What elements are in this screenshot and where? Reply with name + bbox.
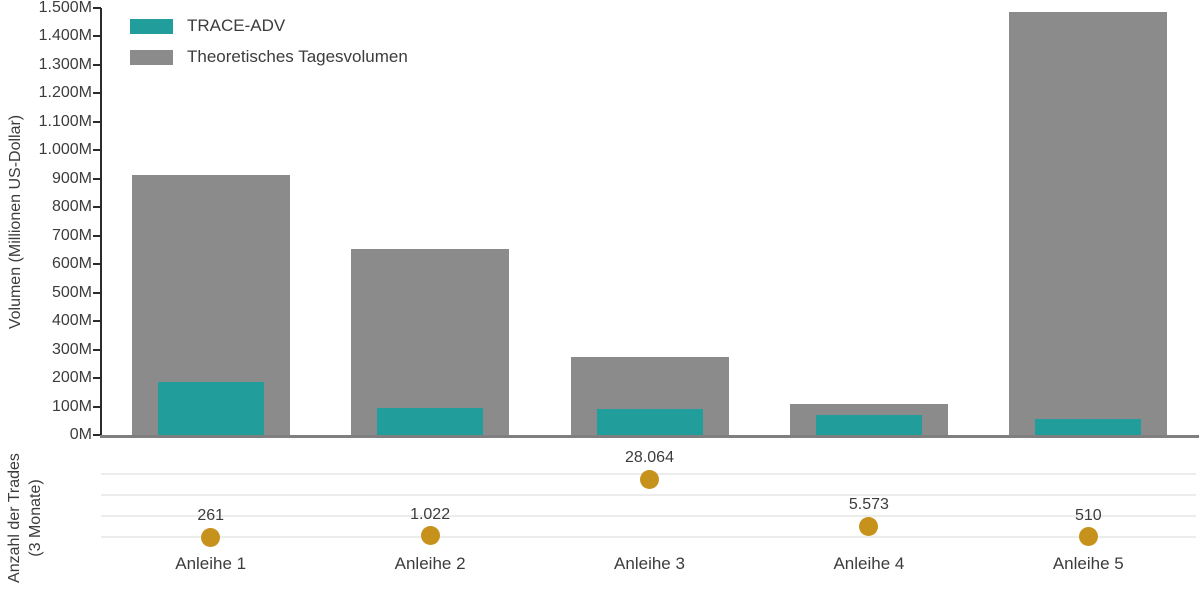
- x-axis-category-label: Anleihe 5: [1052, 554, 1124, 573]
- y-axis-tick: [93, 63, 101, 66]
- y-axis-tick: [93, 291, 101, 294]
- y-axis-tick-label: 400M: [51, 312, 92, 330]
- trades-count-value-label: 1.022: [410, 505, 451, 523]
- y-axis-tick-label: 1.000M: [38, 141, 92, 159]
- y-axis-tick: [93, 320, 101, 323]
- y-axis-tick: [93, 434, 101, 436]
- y-axis-tick-label: 200M: [51, 369, 92, 387]
- y-axis-tick: [93, 92, 101, 95]
- trades-count-dot: [1078, 527, 1098, 547]
- trades-count-dot: [640, 469, 659, 489]
- y-axis-tick-label: 1.100M: [38, 112, 92, 130]
- trades-count-dot: [420, 526, 440, 546]
- bar-trace-adv: [815, 415, 922, 435]
- trades-count-dot: [859, 516, 879, 536]
- legend-label-theoretical-volume: Theoretisches Tagesvolumen: [187, 47, 408, 66]
- bar-trace-adv: [596, 409, 703, 435]
- y-axis-tick: [93, 263, 101, 266]
- y-axis-tick: [93, 120, 101, 123]
- x-axis-category-label: Anleihe 3: [614, 554, 685, 573]
- y-axis-tick: [93, 348, 101, 351]
- y-axis-tick: [93, 7, 101, 9]
- bar-theoretical-volume: [351, 248, 510, 435]
- y-axis-tick: [93, 149, 101, 152]
- trades-panel-gridline: [101, 536, 1196, 538]
- y-axis-tick-label: 300M: [51, 340, 92, 358]
- y-axis-tick: [93, 405, 101, 408]
- legend-label-trace-adv: TRACE-ADV: [187, 16, 286, 35]
- trades-panel-gridline: [101, 515, 1196, 517]
- legend-swatch-trace-adv: [130, 18, 173, 34]
- trades-count-dot: [201, 527, 221, 547]
- trades-count-value-label: 28.064: [625, 449, 674, 467]
- y-axis-line: [100, 8, 102, 437]
- bar-trace-adv: [157, 382, 264, 435]
- x-axis-baseline: [100, 435, 1199, 438]
- y-axis-tick-label: 100M: [51, 397, 92, 415]
- legend-swatch-theoretical-volume: [130, 49, 173, 65]
- legend-item-trace-adv: TRACE-ADV: [130, 16, 286, 35]
- x-axis-category-label: Anleihe 2: [394, 554, 466, 573]
- legend-item-theoretical-volume: Theoretisches Tagesvolumen: [130, 47, 408, 66]
- y-axis-tick-label: 1.200M: [38, 84, 92, 102]
- bar-trace-adv: [1035, 419, 1142, 435]
- bar-trace-adv: [377, 407, 484, 435]
- y-axis-tick-label: 1.500M: [38, 0, 92, 16]
- bar-theoretical-volume: [1009, 12, 1168, 435]
- trades-count-value-label: 5.573: [848, 496, 889, 514]
- y-axis-tick-label: 800M: [51, 198, 92, 216]
- y-axis-tick-label: 500M: [51, 283, 92, 301]
- y-axis-tick-label: 900M: [51, 169, 92, 187]
- y-axis-tick-label: 700M: [51, 226, 92, 244]
- y-axis-tick: [93, 35, 101, 38]
- trades-count-value-label: 261: [197, 507, 225, 525]
- y-axis-tick-label: 600M: [51, 255, 92, 273]
- y-axis-tick-label: 0M: [69, 426, 92, 443]
- y-axis-tick: [93, 177, 101, 180]
- y-axis-tick: [93, 234, 101, 237]
- y-axis-tick: [93, 206, 101, 209]
- y-axis-tick-label: 1.300M: [38, 55, 92, 73]
- y-axis-tick-label: 1.400M: [38, 27, 92, 45]
- y-axis-tick: [93, 377, 101, 380]
- trades-count-value-label: 510: [1074, 506, 1102, 524]
- x-axis-category-label: Anleihe 4: [833, 554, 905, 573]
- trades-panel-gridline: [101, 494, 1196, 496]
- x-axis-category-label: Anleihe 1: [175, 554, 247, 573]
